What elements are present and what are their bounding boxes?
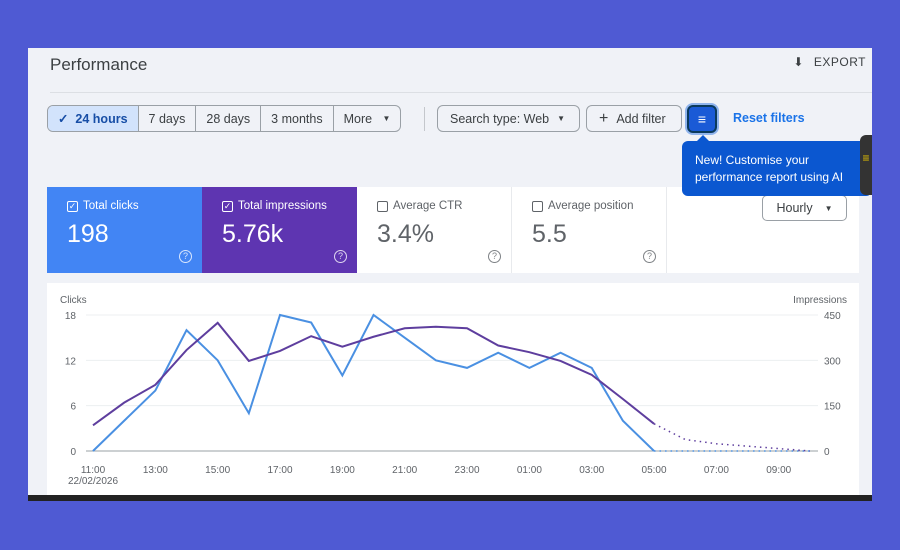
- y-tick-right: 450: [824, 311, 841, 322]
- series-projection-impressions: [653, 423, 810, 452]
- dropdown-icon: ▼: [824, 203, 833, 213]
- export-button[interactable]: ⬇ EXPORT: [793, 55, 866, 69]
- range-3-months[interactable]: 3 months: [261, 106, 334, 131]
- metric-total-clicks[interactable]: ✓ Total clicks 198 ?: [47, 187, 202, 273]
- search-type-dropdown[interactable]: Search type: Web ▼: [437, 105, 580, 132]
- x-tick: 05:00: [642, 465, 667, 476]
- plus-icon: +: [599, 109, 609, 127]
- y-tick-left: 0: [70, 447, 76, 458]
- x-tick: 01:00: [517, 465, 542, 476]
- export-label: EXPORT: [813, 55, 866, 69]
- x-tick: 21:00: [392, 465, 417, 476]
- checkbox-checked-icon[interactable]: ✓: [67, 200, 78, 212]
- performance-card: Performance ⬇ EXPORT ✓ 24 hours 7 days 28…: [28, 48, 872, 495]
- range-more[interactable]: More ▼: [334, 106, 401, 131]
- range-28-days[interactable]: 28 days: [196, 106, 262, 131]
- y-tick-left: 6: [70, 402, 76, 413]
- x-tick: 09:00: [766, 465, 791, 476]
- y-axis-label-left: Clicks: [60, 295, 87, 306]
- add-filter-label: Add filter: [616, 111, 666, 126]
- divider: [424, 107, 425, 131]
- metric-value: 3.4%: [377, 220, 434, 248]
- search-type-label: Search type: Web: [450, 111, 550, 126]
- x-tick: 03:00: [579, 465, 604, 476]
- x-tick: 13:00: [143, 465, 168, 476]
- metric-value: 5.76k: [222, 220, 284, 248]
- range-7-days[interactable]: 7 days: [139, 106, 197, 131]
- divider: [50, 92, 872, 93]
- check-icon: ✓: [58, 112, 76, 126]
- taskbar: [28, 495, 872, 501]
- dropdown-icon: ▼: [382, 114, 391, 123]
- x-tick: 11:00: [81, 465, 106, 476]
- y-axis-label-right: Impressions: [793, 295, 847, 306]
- metric-total-impressions[interactable]: ✓ Total impressions 5.76k ?: [202, 187, 357, 273]
- metric-label: Average position: [548, 200, 634, 212]
- y-tick-right: 300: [824, 356, 841, 367]
- help-icon[interactable]: ?: [179, 250, 192, 263]
- y-tick-right: 150: [824, 402, 841, 413]
- x-tick: 23:00: [455, 465, 480, 476]
- help-icon[interactable]: ?: [488, 250, 501, 263]
- x-tick: 07:00: [704, 465, 729, 476]
- help-icon[interactable]: ?: [643, 250, 656, 263]
- metric-label: Average CTR: [393, 200, 463, 212]
- x-tick: 17:00: [268, 465, 293, 476]
- date-range-selector: ✓ 24 hours 7 days 28 days 3 months More …: [47, 105, 402, 132]
- y-tick-left: 12: [65, 356, 77, 367]
- filter-sparkle-icon: ≡: [697, 111, 707, 127]
- download-icon: ⬇: [793, 55, 804, 69]
- range-label: More: [343, 111, 373, 126]
- chart-area: [47, 283, 859, 495]
- performance-chart: 0 0 6 150 12 300 18 450 Clicks Impressions 11:00 13…: [60, 295, 847, 487]
- page-title: Performance: [50, 55, 148, 74]
- checkbox-unchecked-icon[interactable]: [532, 200, 543, 212]
- dropdown-icon: ▼: [557, 114, 566, 123]
- checkbox-unchecked-icon[interactable]: [377, 200, 388, 212]
- y-tick-right: 0: [824, 447, 830, 458]
- x-tick: 19:00: [330, 465, 355, 476]
- help-icon[interactable]: ?: [334, 250, 347, 263]
- x-tick-date: 22/02/2026: [68, 476, 118, 487]
- reset-filters-link[interactable]: Reset filters: [733, 111, 805, 125]
- x-tick: 15:00: [205, 465, 230, 476]
- series-line-impressions: [92, 321, 655, 427]
- side-widget[interactable]: ≡: [860, 135, 872, 195]
- series-line-clicks: [92, 313, 655, 452]
- metric-label: Total impressions: [238, 200, 327, 212]
- ai-customise-button[interactable]: ≡: [687, 105, 717, 133]
- granularity-label: Hourly: [776, 201, 813, 215]
- metric-value: 198: [67, 220, 109, 248]
- ai-tooltip: New! Customise your performance report u…: [682, 135, 872, 196]
- add-filter-button[interactable]: + Add filter: [586, 105, 682, 132]
- metric-average-ctr[interactable]: Average CTR 3.4% ?: [357, 187, 512, 273]
- metric-label: Total clicks: [83, 200, 139, 212]
- metric-value: 5.5: [532, 220, 567, 248]
- range-24-hours[interactable]: ✓ 24 hours: [48, 106, 139, 131]
- checkbox-checked-icon[interactable]: ✓: [222, 200, 233, 212]
- y-tick-left: 18: [65, 311, 77, 322]
- metric-average-position[interactable]: Average position 5.5 ?: [512, 187, 667, 273]
- range-label: 24 hours: [75, 111, 128, 126]
